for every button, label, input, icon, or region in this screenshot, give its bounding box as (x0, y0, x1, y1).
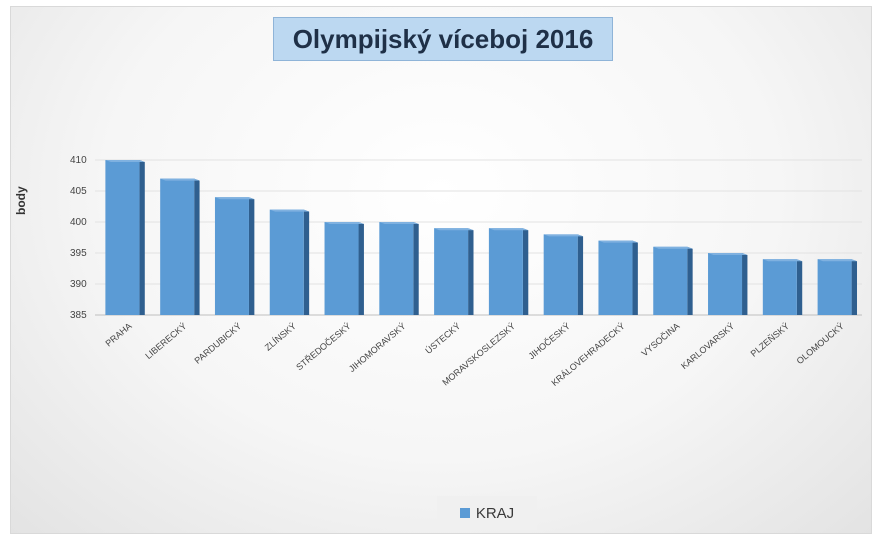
x-category-label: PARDUBICKÝ (192, 321, 243, 366)
chart-title-box: Olympijský víceboj 2016 (273, 17, 613, 61)
bar-top (543, 234, 584, 237)
bar-front (105, 160, 140, 315)
y-tick-label: 395 (70, 248, 87, 259)
bar-front (434, 228, 469, 315)
bar-front (762, 259, 797, 315)
bar-side (139, 160, 145, 315)
bar (434, 228, 474, 315)
x-category-label: JIHOMORAVSKÝ (347, 321, 408, 374)
bar-side (851, 259, 858, 315)
bar-front (708, 253, 743, 315)
y-tick-label: 405 (70, 186, 87, 197)
legend: KRAJ (437, 496, 537, 530)
bar-top (488, 228, 529, 231)
bar-top (434, 228, 474, 231)
bar (488, 228, 529, 315)
x-category-label: VYSOČINA (639, 321, 681, 359)
bar (160, 178, 200, 315)
bar (817, 259, 858, 315)
bar-front (214, 197, 249, 315)
x-category-label: LIBERECKÝ (143, 321, 188, 361)
bar-front (653, 246, 688, 315)
bar (324, 222, 364, 315)
y-tick-label: 390 (70, 279, 87, 290)
bar (269, 209, 310, 315)
bar-top (817, 259, 858, 262)
bar-side (522, 228, 529, 315)
y-tick-label: 410 (70, 155, 87, 166)
bar (543, 234, 584, 315)
x-category-label: ZLÍNSKÝ (263, 321, 298, 353)
bar-top (379, 222, 419, 224)
x-category-label: KARLOVARSKÝ (679, 321, 736, 371)
bar-front (598, 240, 633, 315)
bar-top (269, 209, 310, 212)
bar-front (324, 222, 359, 315)
x-category-label: ÚSTECKÝ (423, 321, 462, 356)
bar-top (324, 222, 364, 224)
bar-side (413, 222, 419, 315)
x-category-label: OLOMOUCKÝ (795, 321, 846, 366)
x-category-label: PRAHA (103, 321, 133, 349)
bar-side (358, 222, 364, 315)
bar-front (543, 234, 578, 315)
bar-side (577, 234, 584, 315)
bar (214, 197, 255, 315)
bar-top (762, 259, 803, 262)
bar-front (269, 209, 304, 315)
bar-front (817, 259, 852, 315)
bar-side (687, 246, 693, 315)
bar-side (303, 209, 310, 315)
bar-top (214, 197, 255, 200)
chart-title: Olympijský víceboj 2016 (292, 23, 594, 54)
bar (653, 246, 693, 315)
x-category-label: PLZEŇSKÝ (749, 321, 791, 359)
bar-front (379, 222, 414, 315)
x-category-label: JIHOČESKÝ (526, 321, 572, 361)
bar-top (160, 178, 200, 181)
bar-front (488, 228, 523, 315)
bar-side (248, 197, 255, 315)
bar (708, 253, 748, 315)
bar-top (105, 160, 145, 162)
bar (379, 222, 419, 315)
y-tick-label: 400 (70, 217, 87, 228)
bar-side (468, 228, 474, 315)
x-category-label: STŘEDOČESKÝ (294, 321, 353, 372)
bar-side (194, 178, 200, 315)
bar-top (708, 253, 748, 255)
bar-top (653, 246, 693, 249)
bar (762, 259, 803, 315)
bar-side (632, 240, 638, 315)
bar (105, 160, 145, 315)
bar (598, 240, 638, 315)
legend-label: KRAJ (475, 504, 515, 522)
bar-side (742, 253, 748, 315)
y-tick-label: 385 (70, 310, 87, 321)
legend-swatch (459, 508, 470, 518)
bar-front (160, 178, 195, 315)
bar-side (796, 259, 803, 315)
bar-top (598, 240, 638, 243)
